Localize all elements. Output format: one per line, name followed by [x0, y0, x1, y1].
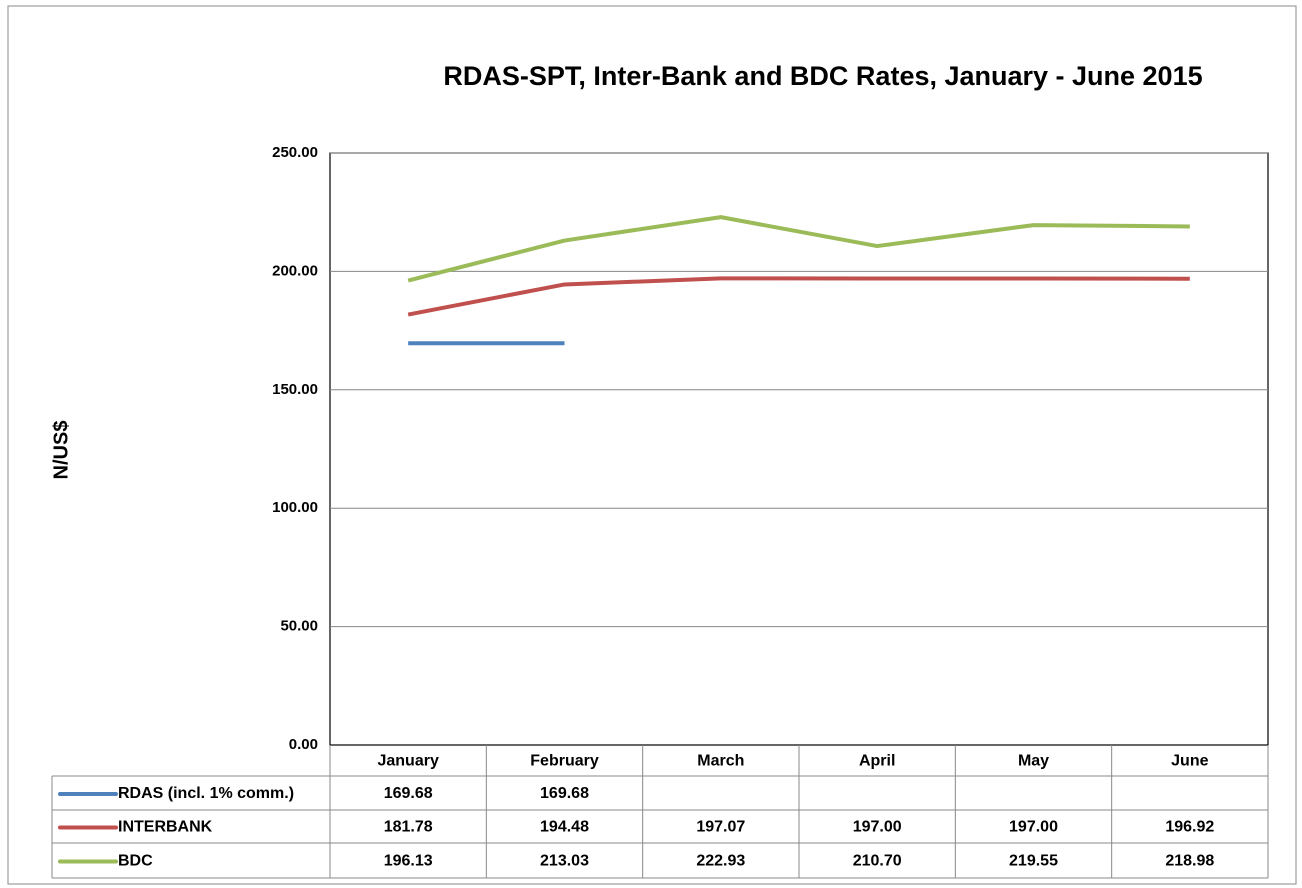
table-value: 197.00: [1009, 819, 1058, 836]
table-value: 196.92: [1165, 819, 1214, 836]
table-value: 218.98: [1165, 853, 1214, 870]
table-value: 194.48: [540, 819, 589, 836]
y-tick-label: 0.00: [289, 736, 318, 753]
table-value: 222.93: [696, 853, 745, 870]
x-tick-label: January: [377, 753, 438, 770]
series-line: [407, 215, 1190, 283]
legend-label: RDAS (incl. 1% comm.): [118, 785, 294, 802]
y-axis-label: N/US$: [50, 421, 72, 480]
table-value: 196.13: [384, 853, 433, 870]
table-value: 169.68: [384, 785, 433, 802]
legend-label: INTERBANK: [118, 819, 213, 836]
table-value: 169.68: [540, 785, 589, 802]
y-tick-label: 200.00: [272, 262, 318, 279]
legend-label: BDC: [118, 853, 153, 870]
x-tick-label: May: [1018, 753, 1049, 770]
table-value: 213.03: [540, 853, 589, 870]
x-tick-label: June: [1171, 753, 1208, 770]
series-line: [407, 276, 1190, 317]
table-value: 197.00: [853, 819, 902, 836]
y-tick-label: 50.00: [280, 618, 318, 635]
table-value: 181.78: [384, 819, 433, 836]
table-value: 210.70: [853, 853, 902, 870]
chart-title: RDAS-SPT, Inter-Bank and BDC Rates, Janu…: [443, 61, 1202, 91]
table-value: 219.55: [1009, 853, 1058, 870]
y-tick-label: 250.00: [272, 144, 318, 161]
x-tick-label: April: [859, 753, 895, 770]
x-tick-label: February: [530, 753, 599, 770]
y-tick-label: 100.00: [272, 499, 318, 516]
table-value: 197.07: [696, 819, 745, 836]
x-tick-label: March: [697, 753, 744, 770]
y-tick-label: 150.00: [272, 381, 318, 398]
plot-area: [329, 152, 1269, 746]
